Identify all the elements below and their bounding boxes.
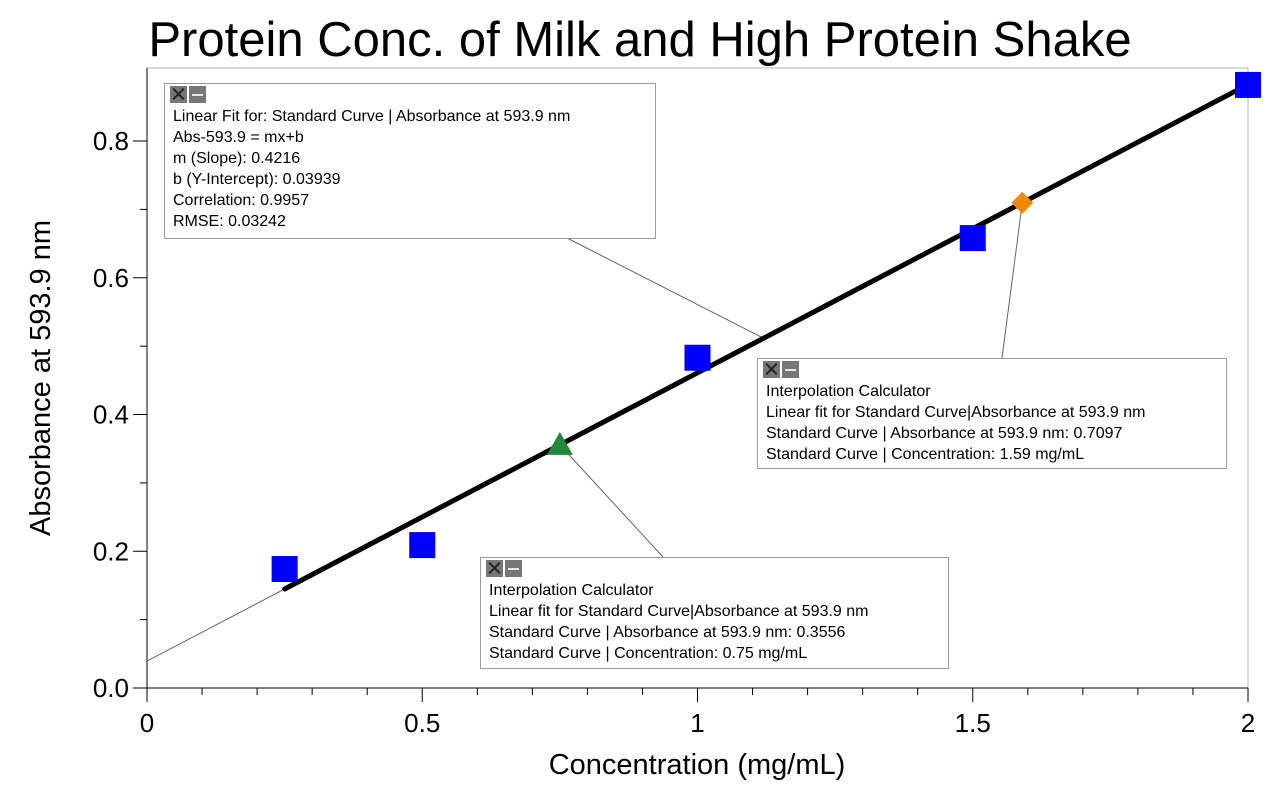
data-point-square xyxy=(684,344,711,371)
x-tick-label: 0 xyxy=(140,708,154,738)
fit-intercept: b (Y-Intercept): 0.03939 xyxy=(173,171,341,188)
fit-correlation: Correlation: 0.9957 xyxy=(173,192,310,209)
interp-absorbance: Standard Curve | Absorbance at 593.9 nm:… xyxy=(766,425,1123,442)
x-tick-label: 0.5 xyxy=(404,708,440,738)
minimize-icon[interactable] xyxy=(505,560,522,577)
fit-box-leader xyxy=(566,237,764,339)
x-tick-label: 1 xyxy=(690,708,704,738)
box-controls xyxy=(170,86,645,103)
fit-title: Linear Fit for: Standard Curve | Absorba… xyxy=(173,108,571,125)
interp-absorbance: Standard Curve | Absorbance at 593.9 nm:… xyxy=(489,624,846,641)
x-axis-label: Concentration (mg/mL) xyxy=(549,749,846,781)
minimize-icon[interactable] xyxy=(782,361,799,378)
x-tick-label: 1.5 xyxy=(955,708,991,738)
linear-fit-box[interactable]: Linear Fit for: Standard Curve | Absorba… xyxy=(164,83,656,239)
y-tick-label: 0.8 xyxy=(93,126,129,156)
minimize-icon[interactable] xyxy=(189,86,206,103)
interp-fit-name: Linear fit for Standard Curve|Absorbance… xyxy=(766,404,1146,421)
data-point-square xyxy=(409,532,436,559)
data-point-diamond xyxy=(1011,191,1034,214)
y-axis-label: Absorbance at 593.9 nm xyxy=(25,220,57,536)
interpolation-box-shake[interactable]: Interpolation Calculator Linear fit for … xyxy=(480,557,949,669)
y-tick-label: 0.0 xyxy=(93,673,129,703)
fit-rmse: RMSE: 0.03242 xyxy=(173,213,286,230)
data-point-triangle xyxy=(546,431,573,455)
y-tick-label: 0.6 xyxy=(93,263,129,293)
chart-title: Protein Conc. of Milk and High Protein S… xyxy=(148,13,1132,67)
fit-extrapolation-line xyxy=(146,588,285,662)
close-icon[interactable] xyxy=(486,560,503,577)
fit-equation: Abs-593.9 = mx+b xyxy=(173,129,304,146)
data-point-square xyxy=(1235,71,1261,98)
interp-title: Interpolation Calculator xyxy=(489,582,654,599)
close-icon[interactable] xyxy=(170,86,187,103)
fit-slope: m (Slope): 0.4216 xyxy=(173,150,301,167)
box-controls xyxy=(486,560,938,577)
box-controls xyxy=(763,361,1216,378)
interpolation-box-milk[interactable]: Interpolation Calculator Linear fit for … xyxy=(757,358,1227,469)
data-point-square xyxy=(959,225,986,252)
linear-fit-line xyxy=(282,82,1251,592)
data-point-square xyxy=(271,556,298,583)
y-tick-label: 0.2 xyxy=(93,536,129,566)
interp-2-leader xyxy=(559,444,664,558)
interp-fit-name: Linear fit for Standard Curve|Absorbance… xyxy=(489,603,869,620)
interp-title: Interpolation Calculator xyxy=(766,383,931,400)
interp-concentration: Standard Curve | Concentration: 0.75 mg/… xyxy=(489,645,808,662)
close-icon[interactable] xyxy=(763,361,780,378)
interp-concentration: Standard Curve | Concentration: 1.59 mg/… xyxy=(766,446,1085,463)
y-tick-label: 0.4 xyxy=(93,400,129,430)
interp-1-leader xyxy=(1001,202,1023,359)
x-tick-label: 2 xyxy=(1241,708,1255,738)
